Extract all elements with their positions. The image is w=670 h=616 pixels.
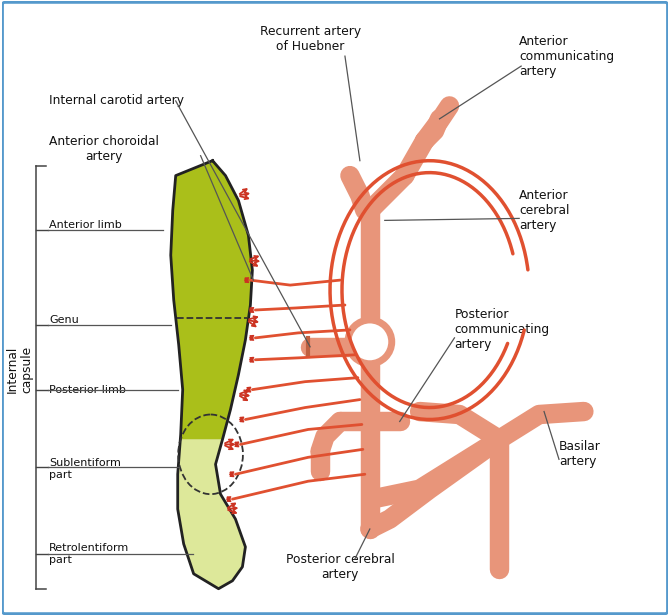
FancyBboxPatch shape — [3, 2, 667, 614]
Text: Anterior choroidal
artery: Anterior choroidal artery — [50, 135, 159, 163]
Text: Anterior
communicating
artery: Anterior communicating artery — [519, 34, 614, 78]
Text: Internal
capsule: Internal capsule — [5, 346, 34, 394]
Circle shape — [348, 320, 392, 363]
Polygon shape — [178, 439, 245, 589]
Text: Retrolentiform
part: Retrolentiform part — [50, 543, 129, 565]
Text: Sublentiform
part: Sublentiform part — [50, 458, 121, 480]
Text: Basilar
artery: Basilar artery — [559, 440, 601, 468]
Text: Genu: Genu — [50, 315, 79, 325]
Text: Anterior
cerebral
artery: Anterior cerebral artery — [519, 189, 570, 232]
Text: Internal carotid artery: Internal carotid artery — [50, 94, 184, 107]
Polygon shape — [171, 161, 253, 474]
Text: Posterior limb: Posterior limb — [50, 384, 126, 395]
Text: Anterior limb: Anterior limb — [50, 221, 122, 230]
Text: Posterior cerebral
artery: Posterior cerebral artery — [285, 553, 395, 581]
Text: Recurrent artery
of Huebner: Recurrent artery of Huebner — [259, 25, 360, 53]
Text: Posterior
communicating
artery: Posterior communicating artery — [454, 309, 549, 351]
